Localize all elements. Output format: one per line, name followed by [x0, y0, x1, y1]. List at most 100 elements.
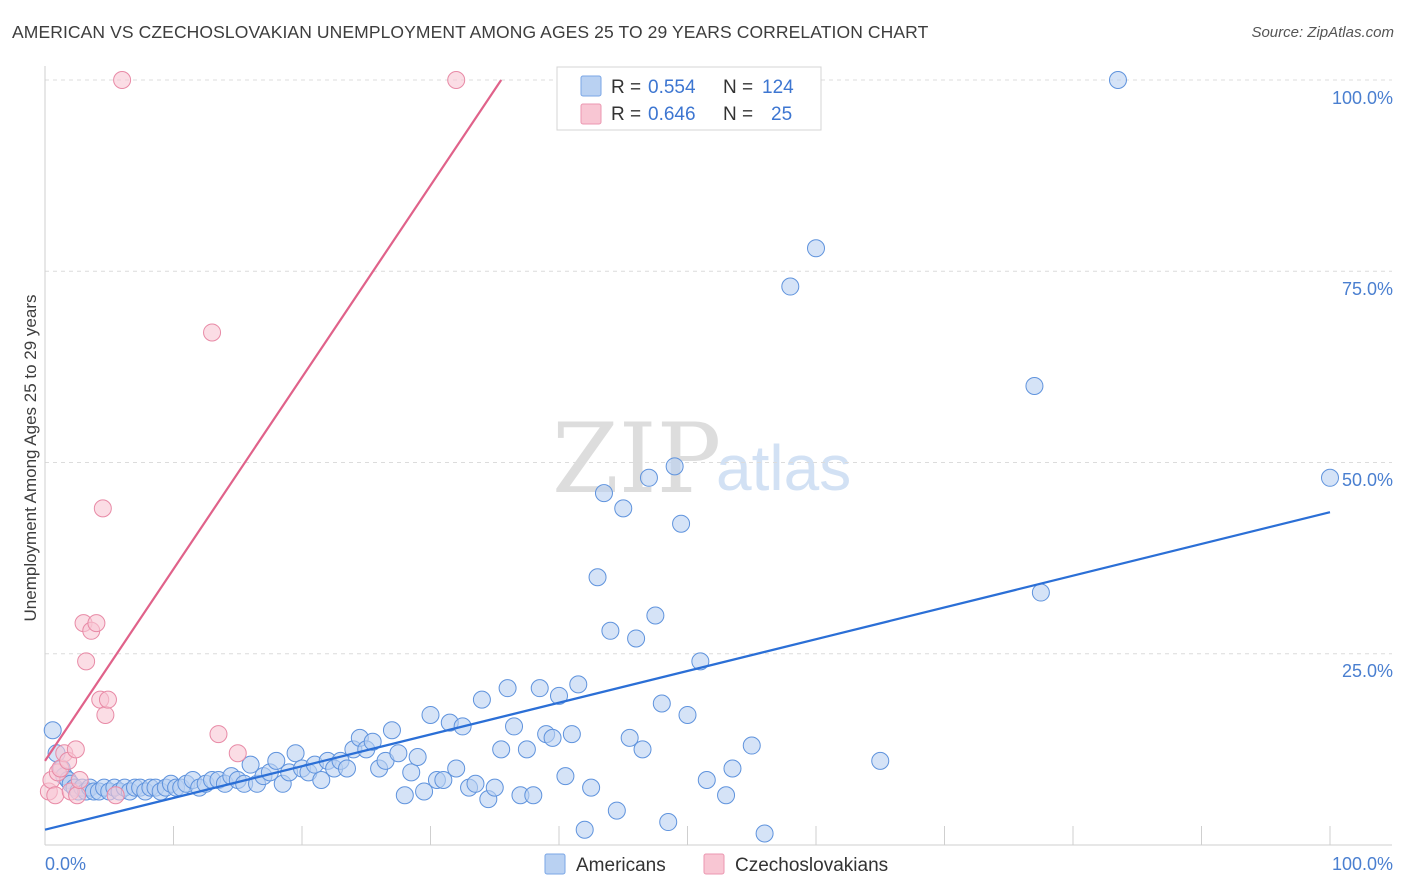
bottom-legend-swatch-czechoslovakians — [703, 853, 725, 875]
watermark-atlas: atlas — [716, 432, 851, 504]
point-americans-87 — [550, 686, 568, 705]
legend-n-label-americans: N = — [723, 77, 753, 98]
point-americans-80 — [505, 717, 524, 736]
point-czechoslovakians-19 — [106, 786, 125, 805]
point-americans-115 — [807, 239, 825, 258]
y-axis-label: Unemployment Among Ages 25 to 29 years — [21, 295, 40, 622]
point-americans-116 — [871, 751, 890, 770]
series-czechoslovakians — [39, 71, 466, 805]
point-americans-77 — [485, 778, 504, 797]
point-americans-112 — [742, 736, 761, 755]
point-americans-89 — [562, 725, 581, 744]
legend-r-label-czechoslovakians: R = — [611, 104, 641, 125]
bottom-legend: Americans Czechoslovakians — [544, 853, 888, 876]
legend-r-label-americans: R = — [611, 77, 641, 98]
point-americans-117 — [1025, 377, 1044, 395]
y-tick-label-75: 75.0% — [1342, 279, 1393, 299]
point-americans-61 — [382, 721, 401, 740]
point-americans-110 — [717, 786, 736, 805]
point-americans-107 — [678, 705, 697, 724]
x-tick-label-0: 0.0% — [45, 854, 86, 874]
point-americans-39 — [241, 755, 260, 774]
point-americans-0 — [43, 721, 62, 740]
point-czechoslovakians-16 — [93, 499, 112, 518]
point-americans-65 — [408, 748, 427, 767]
legend-r-value-americans: 0.554 — [648, 77, 696, 98]
point-czechoslovakians-23 — [228, 744, 247, 763]
bottom-legend-label-americans: Americans — [576, 855, 666, 876]
y-tick-label-25: 25.0% — [1342, 661, 1393, 681]
point-americans-83 — [524, 786, 543, 805]
point-czechoslovakians-2 — [46, 786, 65, 805]
point-americans-105 — [665, 457, 684, 476]
point-americans-66 — [415, 782, 434, 801]
point-americans-100 — [633, 740, 652, 759]
point-americans-78 — [492, 740, 511, 759]
source-label: Source: ZipAtlas.com — [1251, 24, 1394, 41]
point-americans-88 — [556, 767, 575, 786]
point-americans-69 — [434, 770, 453, 789]
legend-n-value-americans: 124 — [762, 77, 794, 98]
trend-line-czechoslovakians — [44, 79, 503, 762]
point-americans-71 — [447, 759, 466, 778]
point-americans-93 — [588, 568, 607, 587]
point-americans-113 — [755, 824, 774, 843]
point-americans-54 — [337, 759, 356, 778]
point-americans-98 — [620, 728, 639, 747]
point-americans-106 — [672, 514, 691, 533]
point-americans-104 — [659, 813, 678, 832]
chart-title: AMERICAN VS CZECHOSLOVAKIAN UNEMPLOYMENT… — [12, 22, 929, 42]
point-americans-94 — [594, 484, 613, 503]
point-americans-99 — [627, 629, 646, 648]
point-americans-95 — [601, 621, 620, 640]
point-americans-91 — [575, 820, 594, 839]
legend-swatch-americans — [580, 75, 602, 97]
legend-n-value-czechoslovakians: 25 — [771, 104, 792, 125]
point-americans-86 — [543, 728, 562, 747]
point-americans-96 — [607, 801, 626, 820]
point-americans-63 — [395, 786, 414, 805]
y-tick-label-100: 100.0% — [1332, 88, 1393, 108]
bottom-legend-label-czechoslovakians: Czechoslovakians — [735, 855, 888, 876]
trend-line-americans — [44, 511, 1331, 831]
point-czechoslovakians-8 — [66, 740, 85, 759]
legend-box: R = 0.554 N = 124 R = 0.646 N = 25 — [556, 66, 822, 131]
point-americans-97 — [614, 499, 633, 518]
legend-n-label-czechoslovakians: N = — [723, 104, 753, 125]
point-americans-58 — [363, 732, 382, 751]
point-americans-120 — [1321, 468, 1339, 487]
point-americans-111 — [723, 759, 742, 778]
x-tick-label-100: 100.0% — [1332, 854, 1393, 874]
point-americans-82 — [517, 740, 536, 759]
y-tick-label-50: 50.0% — [1342, 470, 1393, 490]
point-czechoslovakians-10 — [70, 770, 89, 789]
bottom-legend-swatch-americans — [544, 853, 566, 875]
point-czechoslovakians-14 — [87, 614, 106, 633]
point-czechoslovakians-9 — [68, 786, 87, 805]
point-americans-79 — [498, 679, 517, 698]
point-americans-119 — [1108, 71, 1127, 89]
point-americans-102 — [646, 606, 665, 625]
point-americans-50 — [312, 770, 331, 789]
point-czechoslovakians-21 — [203, 323, 222, 342]
trend-lines — [44, 79, 1331, 831]
grid — [45, 79, 1392, 655]
point-czechoslovakians-22 — [209, 725, 228, 744]
point-americans-62 — [389, 744, 408, 763]
legend-swatch-czechoslovakians — [580, 103, 602, 125]
point-americans-101 — [639, 468, 658, 487]
point-americans-67 — [421, 705, 440, 724]
watermark-zip: ZIP — [552, 403, 721, 515]
point-americans-90 — [569, 675, 588, 694]
point-czechoslovakians-18 — [98, 690, 117, 709]
point-americans-118 — [1031, 583, 1050, 602]
legend-r-value-czechoslovakians: 0.646 — [648, 104, 696, 125]
point-czechoslovakians-24 — [447, 71, 466, 89]
point-czechoslovakians-17 — [96, 705, 115, 724]
point-americans-64 — [402, 763, 421, 782]
point-americans-92 — [582, 778, 601, 797]
y-tick-labels: 100.0% 75.0% 50.0% 25.0% — [1332, 88, 1393, 681]
point-czechoslovakians-12 — [77, 652, 96, 671]
point-americans-84 — [530, 679, 549, 698]
